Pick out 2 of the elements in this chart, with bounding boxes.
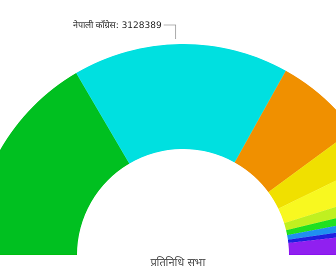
text: प्रतिनिधि सभा [150, 256, 206, 269]
slice-label: नेपाली काँग्रेस: 3128389 [72, 19, 162, 32]
